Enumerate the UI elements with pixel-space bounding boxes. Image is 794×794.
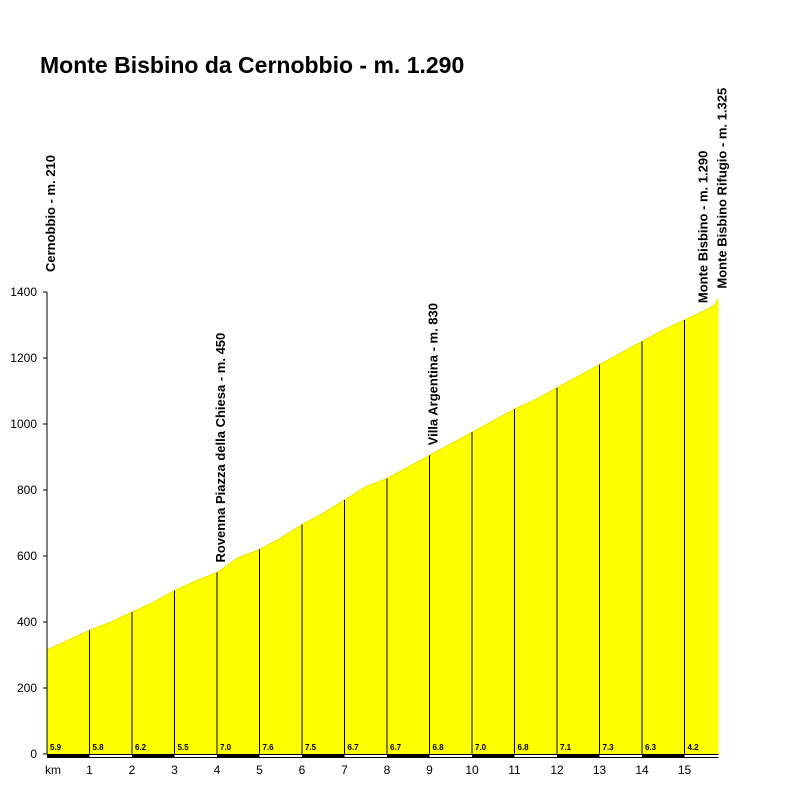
x-tick-label: 6 xyxy=(299,763,306,777)
km-scale-segment xyxy=(429,755,472,757)
y-tick-label: 1400 xyxy=(10,285,37,299)
km-scale-segment xyxy=(259,755,302,757)
waypoint-label: Monte Bisbino - m. 1.290 xyxy=(695,151,710,303)
gradient-label: 7.1 xyxy=(560,743,572,752)
gradient-label: 7.0 xyxy=(475,743,487,752)
x-tick-label: 9 xyxy=(426,763,433,777)
x-tick-label: 7 xyxy=(341,763,348,777)
gradient-label: 5.5 xyxy=(178,743,190,752)
waypoint-label: Cernobbio - m. 210 xyxy=(43,155,58,272)
gradient-label: 6.8 xyxy=(433,743,445,752)
x-tick-label: 3 xyxy=(171,763,178,777)
y-tick-label: 600 xyxy=(17,549,37,563)
x-tick-label: 5 xyxy=(256,763,263,777)
profile-area xyxy=(47,298,719,754)
x-tick-label: 1 xyxy=(86,763,93,777)
gradient-label: 6.3 xyxy=(645,743,657,752)
y-tick-label: 0 xyxy=(30,747,37,761)
x-tick-label: 13 xyxy=(593,763,607,777)
waypoint-label: Villa Argentina - m. 830 xyxy=(426,303,441,445)
y-tick-label: 800 xyxy=(17,483,37,497)
x-tick-label: 15 xyxy=(678,763,692,777)
gradient-label: 6.8 xyxy=(518,743,530,752)
km-scale-segment xyxy=(344,755,387,757)
gradient-label: 7.6 xyxy=(263,743,275,752)
x-axis-unit-label: km xyxy=(45,763,61,777)
chart-title: Monte Bisbino da Cernobbio - m. 1.290 xyxy=(40,52,464,78)
gradient-label: 7.5 xyxy=(305,743,317,752)
gradient-label: 6.7 xyxy=(348,743,360,752)
km-scale-segment xyxy=(684,755,719,757)
x-tick-label: 11 xyxy=(508,763,521,777)
km-scale-segment xyxy=(514,755,557,757)
km-scale-segment xyxy=(174,755,217,757)
gradient-label: 5.9 xyxy=(50,743,62,752)
gradient-label: 7.0 xyxy=(220,743,232,752)
x-tick-label: 8 xyxy=(384,763,391,777)
km-scale-segment xyxy=(89,755,132,757)
km-scale-segment xyxy=(599,755,642,757)
profile-line xyxy=(46,298,719,651)
y-tick-label: 400 xyxy=(17,615,37,629)
x-tick-label: 14 xyxy=(635,763,649,777)
y-tick-label: 200 xyxy=(17,681,37,695)
y-tick-label: 1000 xyxy=(10,417,37,431)
x-tick-label: 10 xyxy=(465,763,479,777)
y-tick-label: 1200 xyxy=(10,351,37,365)
waypoint-label: Rovenna Piazza della Chiesa - m. 450 xyxy=(213,333,228,563)
gradient-label: 7.3 xyxy=(603,743,615,752)
waypoint-label: Monte Bisbino Rifugio - m. 1.325 xyxy=(715,88,730,289)
gradient-label: 5.8 xyxy=(93,743,105,752)
gradient-label: 4.2 xyxy=(688,743,700,752)
x-tick-label: 4 xyxy=(214,763,221,777)
x-tick-label: 2 xyxy=(129,763,136,777)
x-tick-label: 12 xyxy=(550,763,564,777)
gradient-label: 6.7 xyxy=(390,743,402,752)
gradient-label: 6.2 xyxy=(135,743,147,752)
